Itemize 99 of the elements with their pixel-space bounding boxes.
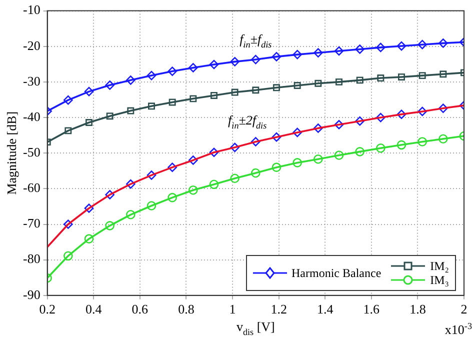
point — [188, 156, 198, 165]
point — [188, 63, 198, 72]
point — [146, 70, 156, 80]
point — [314, 48, 323, 58]
x-tick-label: 0.4 — [86, 302, 102, 317]
x-tick-label: 1.4 — [316, 302, 334, 317]
point — [64, 127, 72, 134]
point — [396, 140, 406, 150]
point — [438, 104, 448, 113]
point — [336, 78, 342, 86]
point — [106, 112, 114, 120]
point — [84, 204, 94, 213]
legend-label: Harmonic Balance — [292, 266, 382, 280]
point — [272, 132, 282, 142]
point — [146, 201, 156, 210]
point — [292, 128, 302, 138]
point — [377, 74, 384, 82]
x-tick-label: 0.8 — [178, 302, 194, 317]
point — [146, 170, 156, 180]
point — [64, 95, 73, 105]
point — [418, 137, 427, 146]
point — [355, 44, 364, 54]
x-tick-label: 1 — [229, 302, 236, 317]
point — [126, 210, 136, 220]
point — [64, 220, 73, 229]
point — [251, 137, 260, 146]
x-tick-label: 0.2 — [39, 302, 56, 317]
point — [64, 251, 73, 261]
point — [314, 124, 323, 133]
point — [292, 158, 302, 168]
point — [252, 86, 260, 94]
point — [292, 50, 302, 60]
x-tick-label: 1.2 — [270, 302, 287, 317]
point — [188, 185, 198, 195]
point — [438, 38, 448, 48]
y-tick-label: -20 — [22, 38, 40, 53]
point — [126, 179, 136, 189]
point — [148, 102, 155, 110]
y-tick-label: -30 — [22, 73, 40, 88]
point — [230, 174, 240, 184]
point — [396, 41, 406, 51]
point — [440, 70, 447, 78]
point — [334, 46, 344, 56]
point — [105, 190, 114, 200]
point — [356, 76, 364, 84]
point — [355, 116, 364, 126]
legend-label: IM₂ — [430, 259, 449, 273]
point — [272, 162, 282, 172]
point — [251, 54, 260, 64]
point — [294, 82, 301, 89]
y-tick-label: -70 — [22, 216, 40, 231]
point — [272, 52, 282, 62]
point — [105, 221, 114, 230]
point — [126, 76, 136, 85]
point — [376, 42, 386, 52]
point — [418, 40, 427, 50]
point — [209, 180, 219, 190]
point — [86, 119, 92, 126]
point — [418, 72, 426, 80]
point — [251, 168, 260, 178]
point — [84, 86, 94, 96]
point — [127, 107, 134, 114]
point — [273, 84, 280, 92]
point — [376, 143, 386, 153]
y-tick-label: -90 — [22, 286, 40, 302]
point — [231, 88, 238, 96]
point — [230, 57, 240, 66]
point — [398, 73, 405, 80]
point — [314, 80, 322, 87]
x-tick-label: 1.6 — [363, 302, 380, 317]
point — [334, 150, 344, 160]
point — [209, 148, 219, 158]
legend-label: IM₃ — [430, 273, 449, 287]
point — [209, 60, 219, 70]
point — [190, 95, 197, 102]
point — [168, 66, 177, 76]
y-tick-label: -60 — [22, 180, 40, 196]
point — [168, 162, 177, 172]
y-tick-label: -80 — [22, 251, 40, 266]
point — [355, 147, 364, 156]
point — [438, 134, 448, 144]
x-tick-label: 0.6 — [132, 302, 149, 317]
point — [376, 112, 386, 122]
point — [418, 106, 427, 116]
y-tick-label: -40 — [22, 108, 40, 124]
point — [168, 192, 177, 202]
point — [168, 98, 176, 106]
point — [210, 92, 218, 99]
point — [334, 120, 344, 130]
x-tick-label: 1.8 — [410, 302, 426, 317]
point — [396, 110, 406, 119]
x-tick-label: 2 — [460, 302, 468, 317]
point — [105, 80, 114, 90]
y-tick-label: -50 — [22, 144, 40, 160]
y-axis-title: Magnitude [dB] — [4, 111, 19, 195]
point — [84, 234, 94, 244]
point — [230, 142, 240, 152]
y-tick-label: -10 — [22, 2, 40, 18]
point — [314, 154, 323, 164]
